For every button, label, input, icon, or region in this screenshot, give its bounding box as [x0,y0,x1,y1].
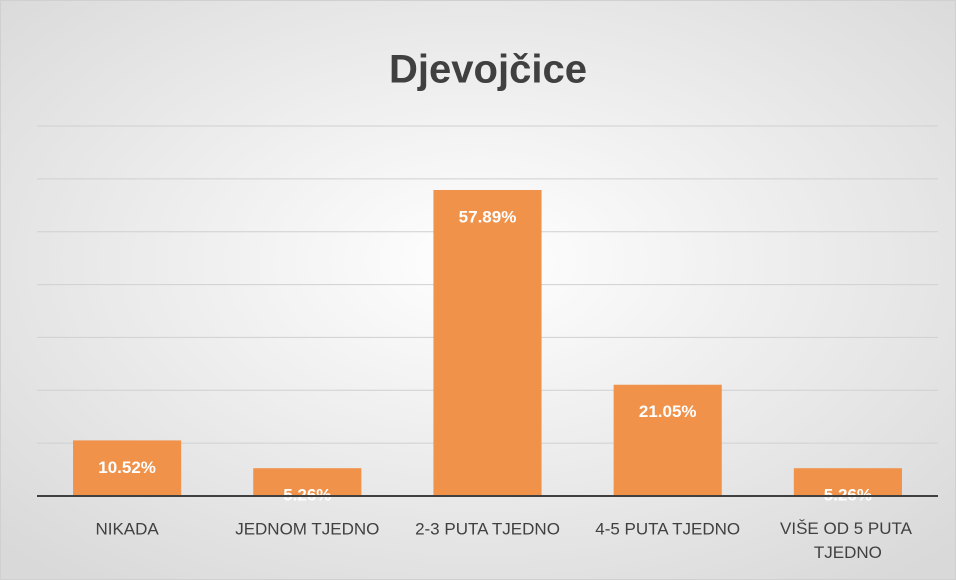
data-label: 21.05% [639,402,697,421]
x-tick-label: 4-5 PUTA TJEDNO [595,519,740,538]
x-tick-label: 2-3 PUTA TJEDNO [415,519,560,538]
bar [613,384,722,496]
bar [73,440,182,496]
chart-title: Djevojčice [389,48,587,92]
bar [253,468,362,496]
data-label: 10.52% [98,458,156,477]
data-label: 57.89% [459,207,517,226]
bar [433,190,542,496]
x-tick-label: NIKADA [95,519,159,538]
bar [793,468,902,496]
x-tick-label: JEDNOM TJEDNO [235,519,379,538]
x-tick-label: VIŠE OD 5 PUTA TJEDNO [780,519,916,562]
